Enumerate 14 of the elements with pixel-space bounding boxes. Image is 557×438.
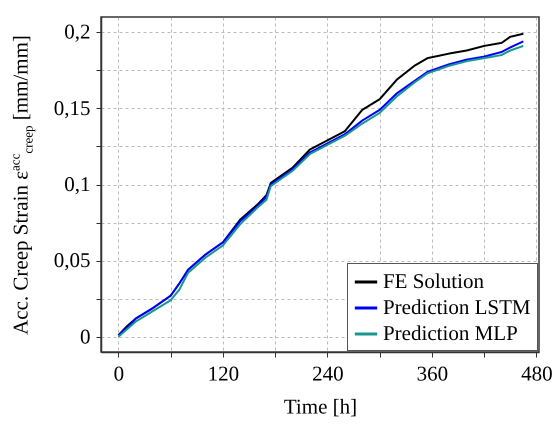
x-axis-title: Time [h] (284, 394, 358, 418)
x-tick-label: 240 (312, 362, 344, 386)
y-tick-label: 0,2 (64, 20, 90, 44)
legend-label: FE Solution (383, 269, 484, 293)
y-tick-label: 0 (80, 324, 90, 348)
y-tick-label: 0,05 (54, 248, 90, 272)
legend-label: Prediction MLP (383, 321, 518, 345)
legend-label: Prediction LSTM (383, 295, 531, 319)
y-tick-label: 0,15 (54, 96, 90, 120)
x-tick-label: 480 (521, 362, 553, 386)
x-tick-label: 360 (416, 362, 448, 386)
x-tick-label: 120 (208, 362, 240, 386)
x-tick-label: 0 (114, 362, 124, 386)
y-tick-label: 0,1 (64, 172, 90, 196)
